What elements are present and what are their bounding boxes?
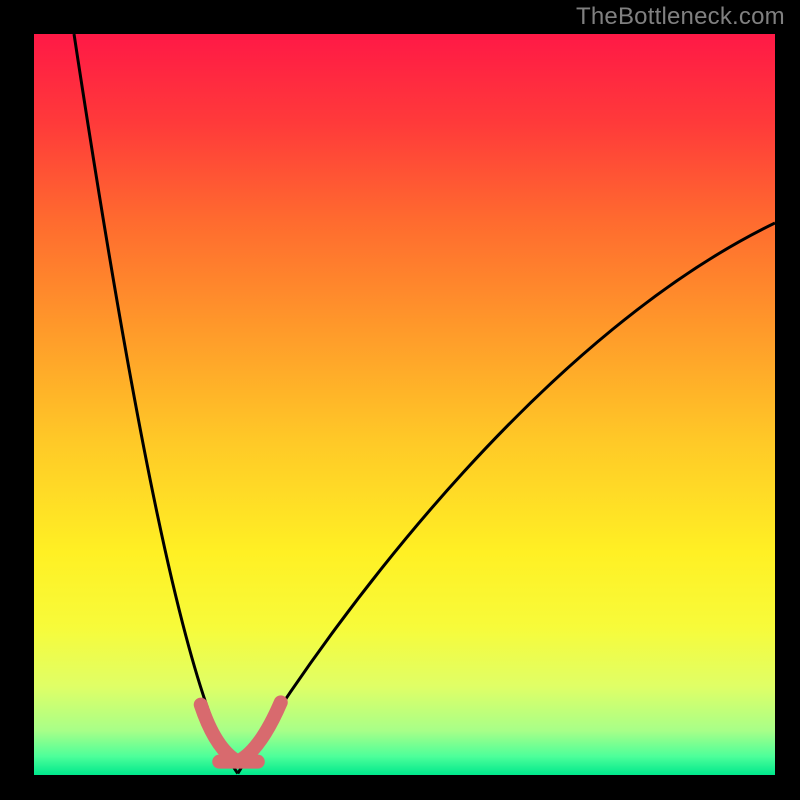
watermark-text: TheBottleneck.com bbox=[576, 3, 785, 31]
bottleneck-chart bbox=[34, 34, 775, 775]
chart-background bbox=[34, 34, 775, 775]
